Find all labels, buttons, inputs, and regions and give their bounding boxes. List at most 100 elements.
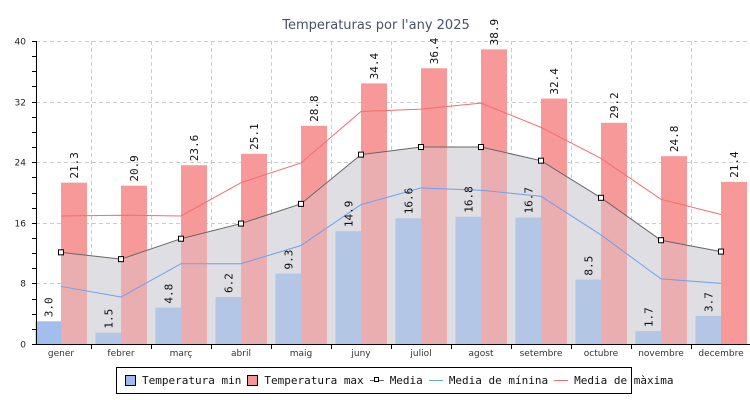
bar-temperatura-min xyxy=(35,321,61,344)
data-label: 38.9 xyxy=(488,19,501,46)
data-label: 23.6 xyxy=(188,135,201,162)
x-tick-label: abril xyxy=(231,349,251,359)
legend-label: Temperatura min xyxy=(142,374,242,387)
y-tick-label: 32 xyxy=(15,99,26,109)
media-marker xyxy=(358,151,364,158)
line-media-de-m-nina xyxy=(60,187,722,298)
data-label: 1.7 xyxy=(642,307,655,327)
x-tick-label: decembre xyxy=(698,349,744,359)
media-marker xyxy=(718,248,724,255)
x-tick-label: gener xyxy=(48,349,74,359)
data-label: 14.9 xyxy=(342,201,355,228)
bar-temperatura-max xyxy=(181,165,207,344)
media-marker xyxy=(58,249,64,256)
data-label: 6.2 xyxy=(222,273,235,293)
data-label: 24.8 xyxy=(668,126,681,153)
bar-temperatura-max xyxy=(361,83,387,345)
data-label: 3.0 xyxy=(42,297,55,317)
x-tick-label: setembre xyxy=(520,349,563,359)
data-label: 16.6 xyxy=(402,188,415,215)
media-marker xyxy=(298,200,304,207)
bar-temperatura-max xyxy=(61,182,87,344)
data-label: 8.5 xyxy=(582,256,595,276)
legend-label: Media de màxima xyxy=(574,374,674,387)
axes: 0 8 16 24 32 40 gener febrer març abril maig juny ju… xyxy=(15,38,750,359)
line-media-de-m-xima xyxy=(60,102,722,217)
data-label: 32.4 xyxy=(548,68,561,95)
data-label: 16.8 xyxy=(462,186,475,213)
data-label: 20.9 xyxy=(128,155,141,182)
legend-label: Media de mínina xyxy=(448,374,549,387)
bar-temperatura-max xyxy=(241,153,267,344)
data-label: 29.2 xyxy=(608,92,621,119)
x-tick-label: febrer xyxy=(107,349,134,359)
media-marker xyxy=(478,144,484,151)
bar-temperatura-max xyxy=(721,181,747,344)
legend-label: Media xyxy=(389,374,423,387)
bar-temperatura-min xyxy=(155,307,181,344)
bars xyxy=(35,49,747,345)
media-marker xyxy=(538,157,544,164)
data-label: 28.8 xyxy=(308,95,321,122)
x-tick-label: juny xyxy=(350,349,371,359)
legend-item-media-maxima[interactable]: Media de màxima xyxy=(554,374,674,387)
y-tick-label: 40 xyxy=(15,38,27,48)
bar-temperatura-min xyxy=(515,217,541,344)
media-marker xyxy=(418,144,424,151)
legend-item-media[interactable]: Media xyxy=(369,374,423,387)
media-marker xyxy=(658,237,664,244)
bar-temperatura-min xyxy=(575,279,601,344)
y-tick-label: 8 xyxy=(20,280,26,290)
legend-line-blue-icon xyxy=(428,380,443,381)
bar-temperatura-max xyxy=(481,49,507,345)
legend-item-temperatura-min[interactable]: Temperatura min xyxy=(125,374,241,387)
media-area-overlay xyxy=(61,147,721,344)
legend-marker-line-icon xyxy=(369,377,384,382)
data-label: 34.4 xyxy=(368,53,381,80)
bar-temperatura-max xyxy=(421,68,447,345)
y-tick-label: 16 xyxy=(15,220,27,230)
x-tick-label: juliol xyxy=(409,349,431,359)
legend-item-media-minima[interactable]: Media de mínina xyxy=(428,374,549,387)
bar-temperatura-min xyxy=(95,332,121,344)
x-tick-label: març xyxy=(170,349,193,359)
legend-swatch-red xyxy=(247,375,259,386)
legend-swatch-blue xyxy=(125,375,136,386)
legend-line-red-icon xyxy=(554,380,569,381)
x-tick-label: agost xyxy=(469,349,494,359)
y-tick-label: 24 xyxy=(15,159,27,169)
bar-temperatura-max xyxy=(301,125,327,344)
bar-temperatura-max xyxy=(541,98,567,344)
line-media xyxy=(60,146,722,260)
legend-label: Temperatura max xyxy=(264,374,364,387)
bar-temperatura-min xyxy=(335,231,361,344)
bar-temperatura-min xyxy=(695,315,721,344)
bar-temperatura-min xyxy=(455,216,481,344)
chart-title: Temperaturas por l'any 2025 xyxy=(281,18,470,33)
data-label: 9.3 xyxy=(282,250,295,270)
data-label: 1.5 xyxy=(102,309,115,329)
bar-temperatura-min xyxy=(215,297,241,344)
media-marker xyxy=(238,220,244,227)
data-label: 21.3 xyxy=(68,152,81,179)
bar-temperatura-min xyxy=(635,331,661,344)
legend-item-temperatura-max[interactable]: Temperatura max xyxy=(247,374,364,387)
bar-temperatura-max xyxy=(601,122,627,344)
y-tick-label: 0 xyxy=(20,341,26,351)
media-marker xyxy=(178,235,184,242)
data-label: 16.7 xyxy=(522,187,535,214)
lines xyxy=(58,102,724,298)
data-label: 4.8 xyxy=(162,284,175,304)
x-tick-label: maig xyxy=(290,349,313,359)
data-label: 21.4 xyxy=(728,151,741,178)
x-tick-label: octubre xyxy=(584,349,619,359)
media-marker xyxy=(598,194,604,201)
data-label: 25.1 xyxy=(248,123,261,150)
bar-temperatura-max xyxy=(121,185,147,344)
media-marker xyxy=(118,256,124,263)
legend: Temperatura min Temperatura max Media Me… xyxy=(116,367,674,394)
bar-temperatura-min xyxy=(395,218,421,344)
data-label: 36.4 xyxy=(428,37,441,64)
x-tick-label: novembre xyxy=(638,349,684,359)
